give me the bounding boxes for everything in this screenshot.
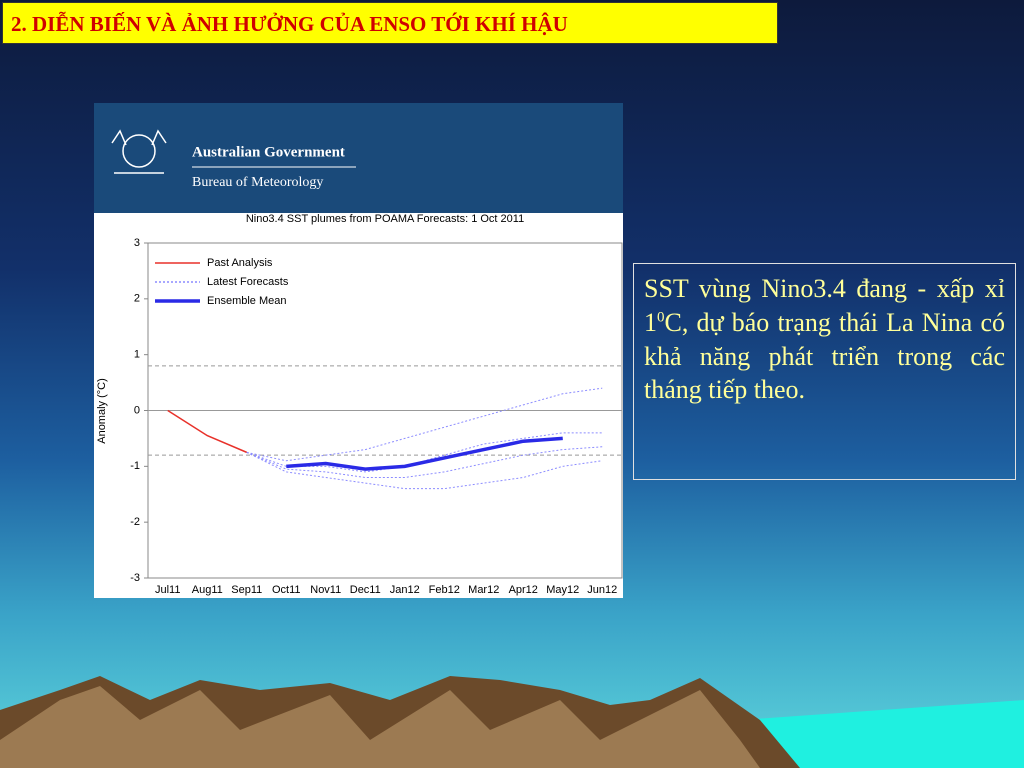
series-line	[286, 436, 563, 471]
x-tick-label: May12	[546, 584, 579, 596]
y-tick-label: 2	[134, 293, 140, 305]
x-tick-label: Aug11	[192, 584, 223, 596]
slide-title: 2. DIỄN BIẾN VÀ ẢNH HƯỞNG CỦA ENSO TỚI K…	[2, 2, 778, 44]
x-tick-label: Jun12	[587, 584, 617, 596]
forecast-line	[246, 451, 603, 490]
chart-title: Nino3.4 SST plumes from POAMA Forecasts:…	[246, 213, 524, 225]
legend-label: Past Analysis	[207, 257, 273, 269]
x-tick-label: Dec11	[350, 584, 381, 596]
banner	[94, 103, 623, 213]
note-text: SST vùng Nino3.4 đang - xấp xỉ 1	[644, 274, 1005, 337]
series-line	[167, 409, 248, 454]
crest	[111, 129, 167, 174]
x-tick-label: Jul11	[155, 584, 180, 596]
y-axis-label: Anomaly (°C)	[96, 378, 108, 444]
x-tick-label: Sep11	[231, 584, 262, 596]
y-tick-label: 0	[134, 404, 140, 416]
x-tick-label: Mar12	[468, 584, 499, 596]
superscript: 0	[657, 309, 665, 326]
forecast-line	[246, 446, 603, 478]
legend-label: Latest Forecasts	[207, 276, 289, 288]
x-tick-label: Oct11	[272, 584, 301, 596]
note-text: C, dự báo trạng thái La Nina có khả năng…	[644, 307, 1005, 405]
chart: Australian Government Bureau of Meteorol…	[94, 103, 623, 598]
logo-line1: Australian Government	[192, 144, 345, 160]
y-tick-label: 1	[134, 349, 140, 361]
y-tick-label: 3	[134, 237, 140, 249]
legend-label: Ensemble Mean	[207, 295, 287, 307]
x-tick-label: Feb12	[429, 584, 460, 596]
mountain-shade	[0, 686, 760, 768]
x-tick-label: Nov11	[310, 584, 341, 596]
forecast-line	[246, 387, 603, 462]
logo-line2: Bureau of Meteorology	[192, 175, 323, 190]
y-tick-label: -2	[130, 516, 140, 528]
x-tick-label: Apr12	[509, 584, 538, 596]
y-tick-label: -1	[130, 460, 140, 472]
x-tick-label: Jan12	[390, 584, 420, 596]
note: SST vùng Nino3.4 đang - xấp xỉ 10C, dự b…	[633, 263, 1016, 480]
y-tick-label: -3	[130, 572, 140, 584]
